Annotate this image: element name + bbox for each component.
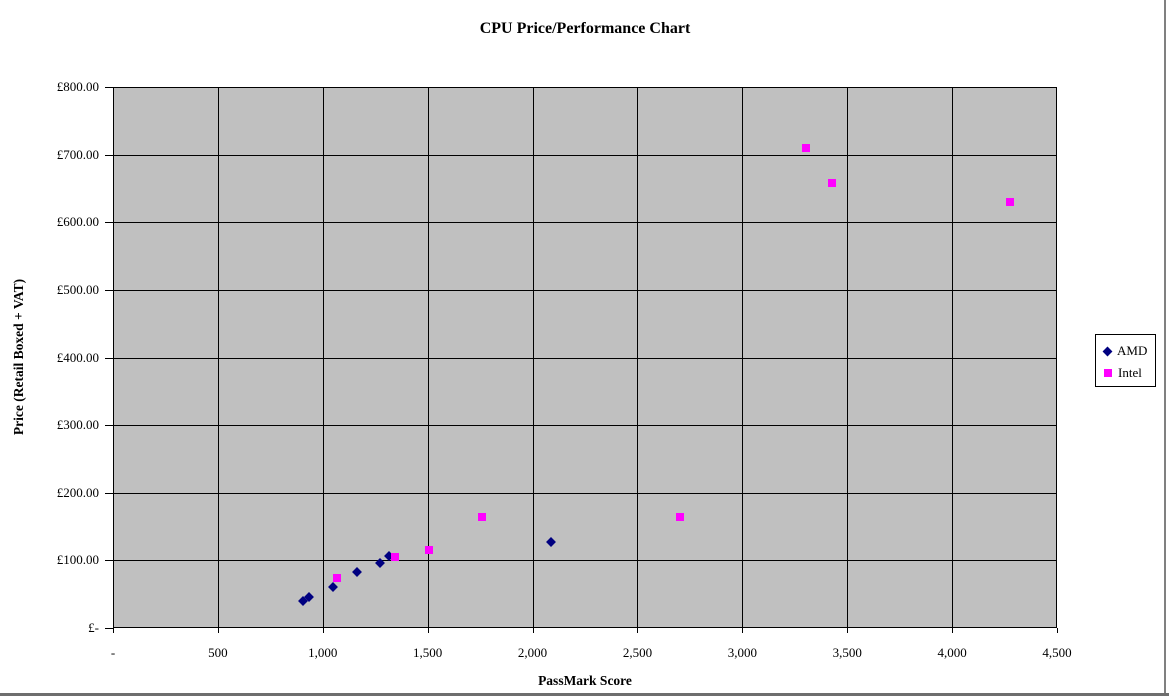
y-axis-tick — [105, 628, 113, 629]
horizontal-gridline — [114, 492, 1056, 494]
x-tick-label: - — [110, 645, 116, 660]
y-tick-label: £400.00 — [56, 349, 99, 365]
horizontal-gridline — [114, 560, 1056, 562]
y-tick-label: £600.00 — [56, 214, 99, 230]
amd-diamond-marker-icon — [1102, 346, 1113, 356]
x-tick-label: 1,000 — [308, 645, 338, 660]
x-axis-tick — [952, 628, 954, 633]
intel-data-point — [391, 552, 400, 561]
x-tick-label: 3,000 — [727, 645, 757, 660]
legend-entry-intel: Intel — [1104, 362, 1155, 384]
y-tick-label: £100.00 — [56, 552, 99, 568]
x-axis-tick — [847, 628, 849, 633]
x-axis-tick — [1057, 628, 1058, 633]
intel-data-point — [676, 513, 685, 522]
legend-label-amd: AMD — [1117, 343, 1148, 358]
x-axis-tick — [742, 628, 744, 633]
intel-data-point — [424, 545, 433, 554]
y-axis-tick — [105, 154, 113, 156]
y-tick-label: £500.00 — [56, 281, 99, 297]
x-axis-tick — [532, 628, 534, 633]
x-tick-label: 3,500 — [832, 645, 862, 660]
y-tick-label: £200.00 — [56, 484, 99, 500]
chart-title: CPU Price/Performance Chart — [479, 20, 691, 37]
window-bottom-border — [0, 693, 1169, 696]
intel-data-point — [828, 178, 837, 187]
legend-label-intel: Intel — [1118, 365, 1142, 380]
x-tick-label: 2,500 — [622, 645, 653, 660]
legend: AMD Intel — [1095, 334, 1156, 387]
x-tick-label: 4,000 — [937, 645, 967, 660]
y-axis-tick — [105, 492, 113, 494]
horizontal-gridline — [114, 289, 1056, 291]
x-axis-tick — [637, 628, 639, 633]
x-axis-tick — [427, 628, 429, 633]
legend-entry-amd: AMD — [1102, 340, 1155, 362]
intel-data-point — [802, 143, 811, 152]
y-axis-tick — [105, 289, 113, 291]
amd-data-point — [328, 582, 339, 593]
amd-data-point — [352, 566, 363, 577]
horizontal-gridline — [114, 222, 1056, 224]
intel-data-point — [333, 573, 342, 582]
x-axis-tick — [322, 628, 324, 633]
intel-data-point — [1005, 198, 1014, 207]
y-axis-tick — [105, 222, 113, 224]
x-tick-label: 4,500 — [1042, 645, 1072, 660]
y-tick-label: £800.00 — [56, 79, 99, 94]
horizontal-gridline — [114, 425, 1056, 427]
x-axis-tick — [113, 628, 114, 633]
horizontal-gridline — [114, 154, 1056, 156]
intel-data-point — [478, 512, 487, 521]
x-axis-title: PassMark Score — [538, 673, 632, 688]
intel-square-marker-icon — [1104, 369, 1112, 377]
y-axis-tick — [105, 560, 113, 562]
x-tick-label: 2,000 — [517, 645, 548, 660]
y-tick-label: £300.00 — [56, 417, 99, 433]
x-axis-tick — [217, 628, 219, 633]
plot-area — [113, 87, 1057, 628]
y-axis-tick — [105, 425, 113, 427]
y-axis-tick — [105, 87, 113, 88]
y-tick-label: £- — [88, 620, 99, 635]
x-tick-label: 500 — [208, 645, 228, 660]
y-tick-label: £700.00 — [56, 146, 99, 162]
y-axis-tick — [105, 357, 113, 359]
x-tick-label: 1,500 — [413, 645, 443, 660]
horizontal-gridline — [114, 357, 1056, 359]
window-right-border — [1164, 0, 1166, 696]
amd-data-point — [546, 537, 557, 548]
